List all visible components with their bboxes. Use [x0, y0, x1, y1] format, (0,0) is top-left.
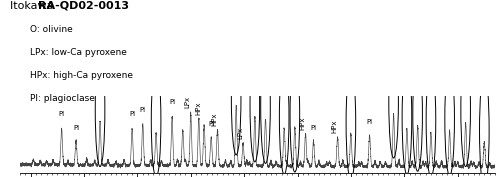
Text: O: olivine: O: olivine [30, 25, 73, 34]
Text: HPx: HPx [300, 116, 306, 130]
Text: Pl: Pl [366, 119, 372, 125]
Text: Pl: plagioclase: Pl: plagioclase [30, 94, 95, 103]
Text: Itokawa: Itokawa [10, 1, 57, 11]
Text: HPx: high-Ca pyroxene: HPx: high-Ca pyroxene [30, 71, 133, 80]
Text: Pl: Pl [129, 111, 135, 117]
Text: RA-QD02-0013: RA-QD02-0013 [38, 1, 129, 11]
Text: Pl: Pl [73, 125, 79, 131]
Text: LPx: low-Ca pyroxene: LPx: low-Ca pyroxene [30, 48, 127, 57]
Text: LPx: LPx [185, 96, 191, 108]
Text: Pl: Pl [208, 121, 214, 127]
Text: Pl: Pl [140, 107, 146, 113]
Text: Pl: Pl [169, 99, 175, 105]
Text: HPx: HPx [196, 101, 202, 115]
Text: HPx: HPx [332, 120, 338, 133]
Text: Pl: Pl [310, 125, 316, 131]
Text: HPx: HPx [212, 112, 218, 126]
Text: LPx: LPx [237, 127, 243, 139]
Text: Pl: Pl [58, 111, 64, 117]
